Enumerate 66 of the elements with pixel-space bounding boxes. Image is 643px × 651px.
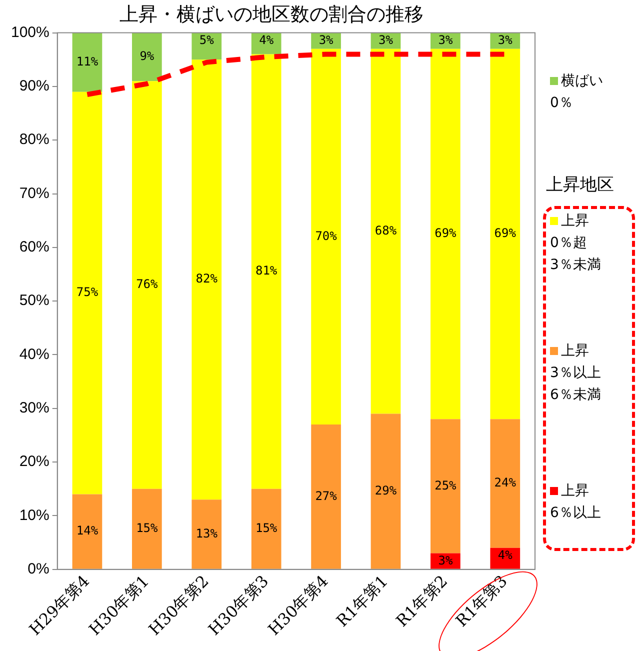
data-label: 15% (136, 520, 159, 535)
data-label: 3% (378, 32, 394, 47)
data-label: 69% (434, 226, 458, 240)
x-tick-label: R1年第1 (332, 571, 392, 630)
chart-title: 上昇・横ばいの地区数の割合の推移 (120, 3, 424, 26)
bar (370, 414, 401, 569)
data-label: 69% (494, 226, 517, 240)
bar (132, 488, 162, 569)
y-tick-label: 80% (19, 131, 50, 148)
x-tick-label: R1年第3 (452, 571, 511, 630)
legend-label: 上昇 3％以上 6％未満 (550, 342, 601, 405)
y-tick-label: 90% (19, 78, 50, 95)
data-label: 81% (255, 264, 278, 278)
bar (430, 48, 460, 420)
data-label: 3% (498, 32, 514, 47)
y-tick-label: 60% (19, 238, 50, 256)
bar (430, 553, 460, 569)
y-tick-label: 50% (19, 292, 50, 310)
data-label: 15% (255, 520, 278, 535)
bar (192, 60, 222, 500)
data-label: 76% (136, 277, 159, 292)
bar (132, 32, 162, 82)
bar (430, 419, 460, 554)
data-label: 82% (196, 272, 218, 286)
data-label: 29% (374, 483, 398, 498)
bar (132, 81, 162, 489)
data-label: 9% (140, 49, 155, 64)
y-tick-label: 40% (19, 346, 50, 363)
y-tick-label: 70% (19, 184, 50, 202)
bar (72, 92, 102, 494)
data-label: 14% (76, 524, 99, 538)
bar (490, 48, 520, 420)
legend-label: 横ばい 0％ (550, 72, 603, 113)
bar (370, 48, 401, 414)
bar (311, 424, 341, 569)
bar (251, 54, 282, 489)
y-tick-label: 100% (10, 24, 50, 41)
data-label: 75% (76, 285, 99, 300)
data-label: 3% (318, 32, 334, 47)
bar (490, 419, 520, 548)
y-tick-label: 30% (19, 400, 50, 417)
bar (72, 494, 102, 569)
bar (490, 548, 520, 569)
data-label: 13% (196, 526, 218, 540)
legend-label: 上昇 6％以上 (550, 482, 601, 523)
data-label: 3% (438, 553, 454, 568)
data-label: 3% (438, 32, 454, 47)
data-label: 27% (315, 488, 338, 503)
data-label: 25% (434, 478, 458, 492)
y-tick-label: 10% (19, 506, 50, 524)
data-label: 11% (76, 54, 99, 68)
bar (72, 32, 102, 92)
y-tick-label: 20% (19, 453, 50, 470)
bar (251, 488, 282, 569)
x-tick-label: R1年第2 (392, 571, 452, 630)
bar (192, 500, 222, 569)
y-tick-label: 0% (28, 560, 50, 578)
legend-label: 上昇 0％超 3％未満 (550, 212, 601, 275)
data-label: 68% (374, 223, 398, 238)
data-label: 4% (259, 32, 274, 47)
legend-title: 上昇地区 (546, 174, 614, 196)
bar (311, 48, 341, 424)
data-label: 24% (494, 476, 517, 490)
data-label: 5% (199, 32, 215, 47)
data-label: 70% (315, 228, 338, 243)
data-label: 4% (498, 548, 514, 562)
